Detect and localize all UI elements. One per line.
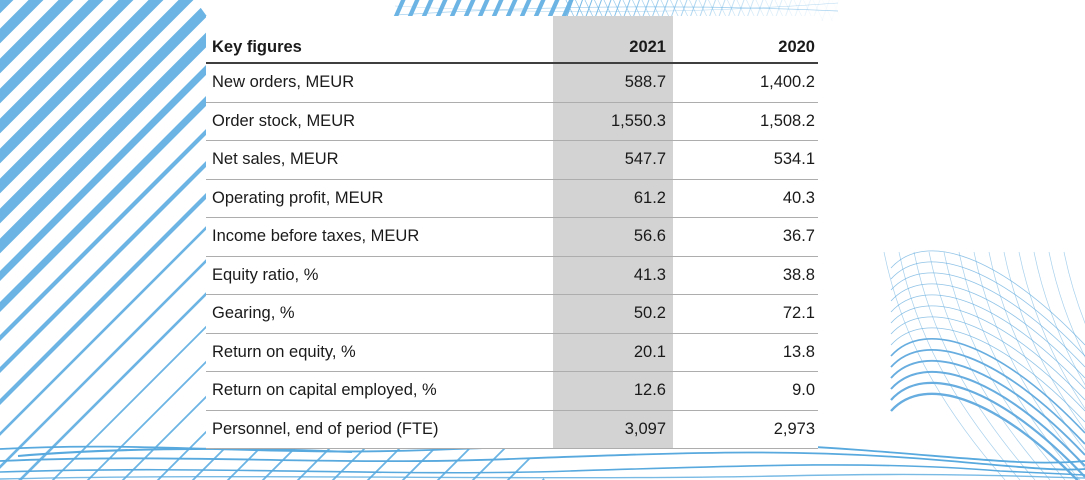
table-title: Key figures: [212, 38, 302, 56]
value-2020: 1,400.2: [759, 73, 815, 92]
value-2021: 61.2: [633, 188, 666, 207]
row-label: Return on equity, %: [212, 342, 356, 361]
table-row: New orders, MEUR 588.7 1,400.2: [206, 64, 818, 103]
table-row: Return on capital employed, % 12.6 9.0: [206, 372, 818, 411]
value-2021: 3,097: [624, 419, 666, 438]
value-2021: 547.7: [624, 150, 666, 169]
column-highlight-2021: [553, 16, 673, 449]
value-2021: 50.2: [633, 304, 666, 323]
value-2021: 41.3: [633, 265, 666, 284]
value-2021: 588.7: [624, 73, 666, 92]
row-label: New orders, MEUR: [212, 73, 355, 92]
value-2021: 1,550.3: [610, 111, 666, 130]
table-row: Operating profit, MEUR 61.2 40.3: [206, 180, 818, 218]
row-label: Personnel, end of period (FTE): [212, 419, 439, 438]
value-2020: 534.1: [773, 150, 815, 169]
value-2020: 38.8: [782, 265, 815, 284]
value-2021: 12.6: [633, 381, 666, 400]
row-label: Equity ratio, %: [212, 265, 319, 284]
value-2020: 36.7: [782, 227, 815, 246]
value-2020: 2,973: [773, 419, 815, 438]
value-2021: 56.6: [633, 227, 666, 246]
table-row: Income before taxes, MEUR 56.6 36.7: [206, 218, 818, 257]
table-row: Equity ratio, % 41.3 38.8: [206, 257, 818, 295]
column-header-2020: 2020: [778, 38, 815, 56]
row-label: Net sales, MEUR: [212, 150, 339, 169]
row-label: Operating profit, MEUR: [212, 188, 384, 207]
value-2021: 20.1: [633, 342, 666, 361]
table-row: Return on equity, % 20.1 13.8: [206, 334, 818, 372]
value-2020: 40.3: [782, 188, 815, 207]
table-row: Personnel, end of period (FTE) 3,097 2,9…: [206, 411, 818, 449]
value-2020: 1,508.2: [759, 111, 815, 130]
column-header-2021: 2021: [629, 38, 666, 56]
value-2020: 13.8: [782, 342, 815, 361]
value-2020: 9.0: [792, 381, 815, 400]
table-row: Net sales, MEUR 547.7 534.1: [206, 141, 818, 180]
table-row: Order stock, MEUR 1,550.3 1,508.2: [206, 103, 818, 141]
value-2020: 72.1: [782, 304, 815, 323]
row-label: Gearing, %: [212, 304, 295, 323]
key-figures-table: Key figures 2021 2020 New orders, MEUR 5…: [206, 16, 818, 449]
row-label: Return on capital employed, %: [212, 381, 437, 400]
table-header-row: Key figures 2021 2020: [206, 16, 818, 64]
row-label: Income before taxes, MEUR: [212, 227, 420, 246]
table-row: Gearing, % 50.2 72.1: [206, 295, 818, 334]
row-label: Order stock, MEUR: [212, 111, 356, 130]
